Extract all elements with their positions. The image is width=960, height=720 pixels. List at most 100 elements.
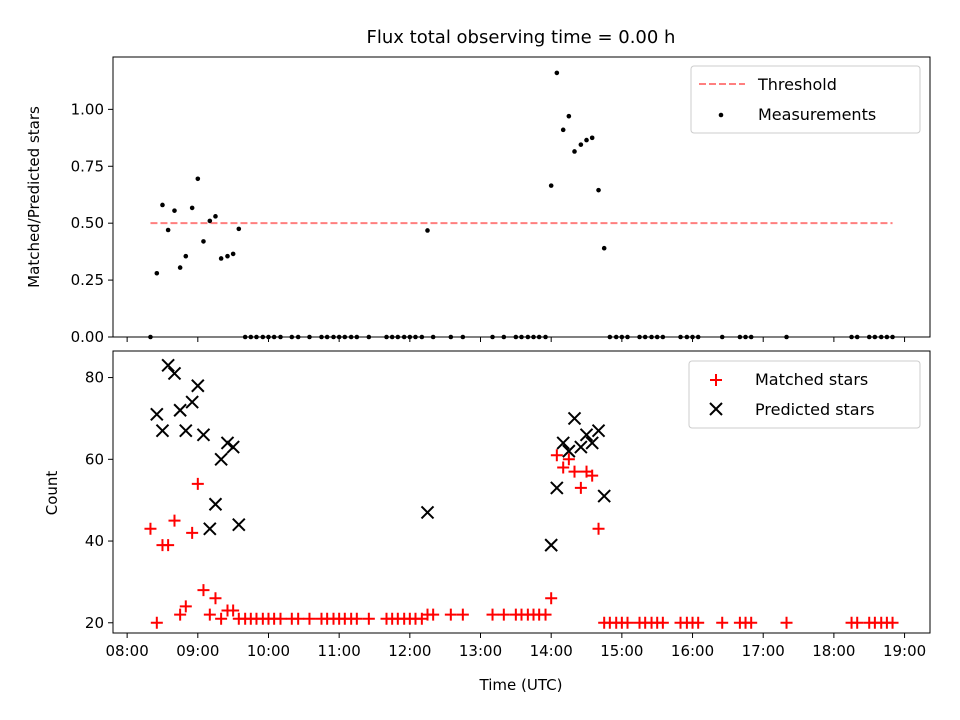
predicted-stars-point [226,440,240,454]
count-y-tick-label: 60 [85,450,104,468]
matched-stars-point [197,584,210,597]
count-legend-box [688,360,921,429]
measurements-point [554,70,560,76]
ratio-y-tick-label: 0.75 [71,157,104,175]
measurements-point [236,226,242,232]
predicted-stars-point [567,411,582,426]
measurements-point [165,227,171,233]
matched-stars-legend-label: Matched stars [755,370,868,389]
x-tick-label: 11:00 [318,642,361,660]
x-tick-label: 16:00 [671,642,714,660]
matched-stars-point [444,608,457,621]
matched-stars-point [621,616,634,629]
measurements-point [189,205,195,211]
matched-stars-point [592,522,605,535]
measurements-legend-label: Measurements [758,105,876,124]
matched-stars-point [656,616,669,629]
ratio-axes-frame [112,56,931,338]
matched-stars-point [215,612,228,625]
x-tick-label: 15:00 [600,642,643,660]
matched-stars-point [350,612,363,625]
predicted-stars-point [155,423,170,438]
matched-stars-point [203,608,216,621]
x-tick-label: 17:00 [742,642,785,660]
predicted-stars-point [185,395,199,409]
predicted-stars-point [591,423,606,438]
x-axis-label: Time (UTC) [479,676,563,694]
measurements-point [177,265,183,270]
measurements-point [160,202,165,208]
ratio-y-axis-label: Matched/Predicted stars [25,106,43,288]
ratio-legend-box [690,65,921,134]
x-tick-label: 14:00 [530,642,573,660]
predicted-stars-point [208,497,223,511]
measurements-point [589,135,595,141]
matched-stars-point [574,481,587,494]
measurements-point [172,208,177,213]
ratio-panel: 0.00 0.25 0.50 0.75 1.00 Matched/Predicted s… [25,56,931,346]
count-y-axis-label: Count [43,471,61,516]
matched-stars-point [562,453,575,466]
predicted-stars-point [544,538,558,552]
matched-stars-point [150,616,163,629]
count-y-tick-label: 20 [85,614,104,632]
matched-stars-point [303,612,316,625]
figure-title: Flux total observing time = 0.00 h [367,27,676,48]
matched-stars-point [557,461,570,474]
predicted-stars-point [214,452,228,467]
measurements-point [183,253,189,259]
count-plot-content [144,358,899,629]
matched-stars-point [745,616,758,629]
predicted-stars-point [161,358,175,373]
matched-stars-point [486,608,499,621]
ratio-axes: 0.00 0.25 0.50 0.75 1.00 [71,100,906,346]
matched-stars-point [780,616,793,629]
predicted-stars-point [191,379,205,393]
predicted-stars-point [585,436,599,450]
predicted-stars-legend-swatch [709,402,723,416]
matched-stars-point [586,469,599,482]
predicted-stars-point [550,481,564,495]
x-tick-label: 08:00 [106,642,149,660]
matched-stars-point [209,592,222,605]
matched-stars-point [162,539,175,552]
predicted-stars-point [150,407,164,422]
x-tick-label: 10:00 [247,642,290,660]
predicted-stars-point [579,428,594,442]
measurements-point [584,137,589,143]
predicted-stars-point [232,517,246,532]
x-tick-label: 18:00 [812,642,855,660]
count-y-tick-label: 80 [85,369,104,387]
predicted-stars-point [196,428,211,442]
measurements-point [230,251,236,257]
x-tick-label: 13:00 [459,642,502,660]
measurements-series [148,70,895,340]
predicted-stars-series [150,358,611,552]
ratio-y-tick-label: 0.50 [71,214,104,232]
x-tick-label: 09:00 [176,642,219,660]
predicted-stars-point [420,505,435,520]
x-tick-label: 12:00 [388,642,431,660]
matched-stars-point [144,522,157,535]
ratio-y-tick-label: 1.00 [71,100,104,118]
measurements-point [225,253,230,259]
matched-stars-legend-swatch [710,374,722,386]
measurements-point [425,228,430,233]
count-axes-frame [112,350,931,634]
predicted-stars-point [562,444,576,458]
predicted-stars-point [179,423,193,438]
measurements-point [154,270,160,276]
measurements-point [578,142,584,147]
matched-stars-point [539,608,552,621]
matched-stars-point [545,592,558,605]
matched-stars-point [186,526,199,539]
predicted-stars-point [597,489,611,503]
ratio-legend: Threshold Measurements [690,65,921,134]
matched-stars-point [456,608,469,621]
predicted-stars-point [556,436,570,450]
matched-stars-point [179,600,192,613]
matched-stars-point [362,612,375,625]
x-tick-label: 19:00 [883,642,926,660]
matched-stars-point [427,608,440,621]
